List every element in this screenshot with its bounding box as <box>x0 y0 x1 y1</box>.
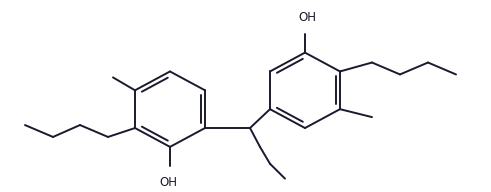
Text: OH: OH <box>298 11 316 24</box>
Text: OH: OH <box>159 176 177 189</box>
